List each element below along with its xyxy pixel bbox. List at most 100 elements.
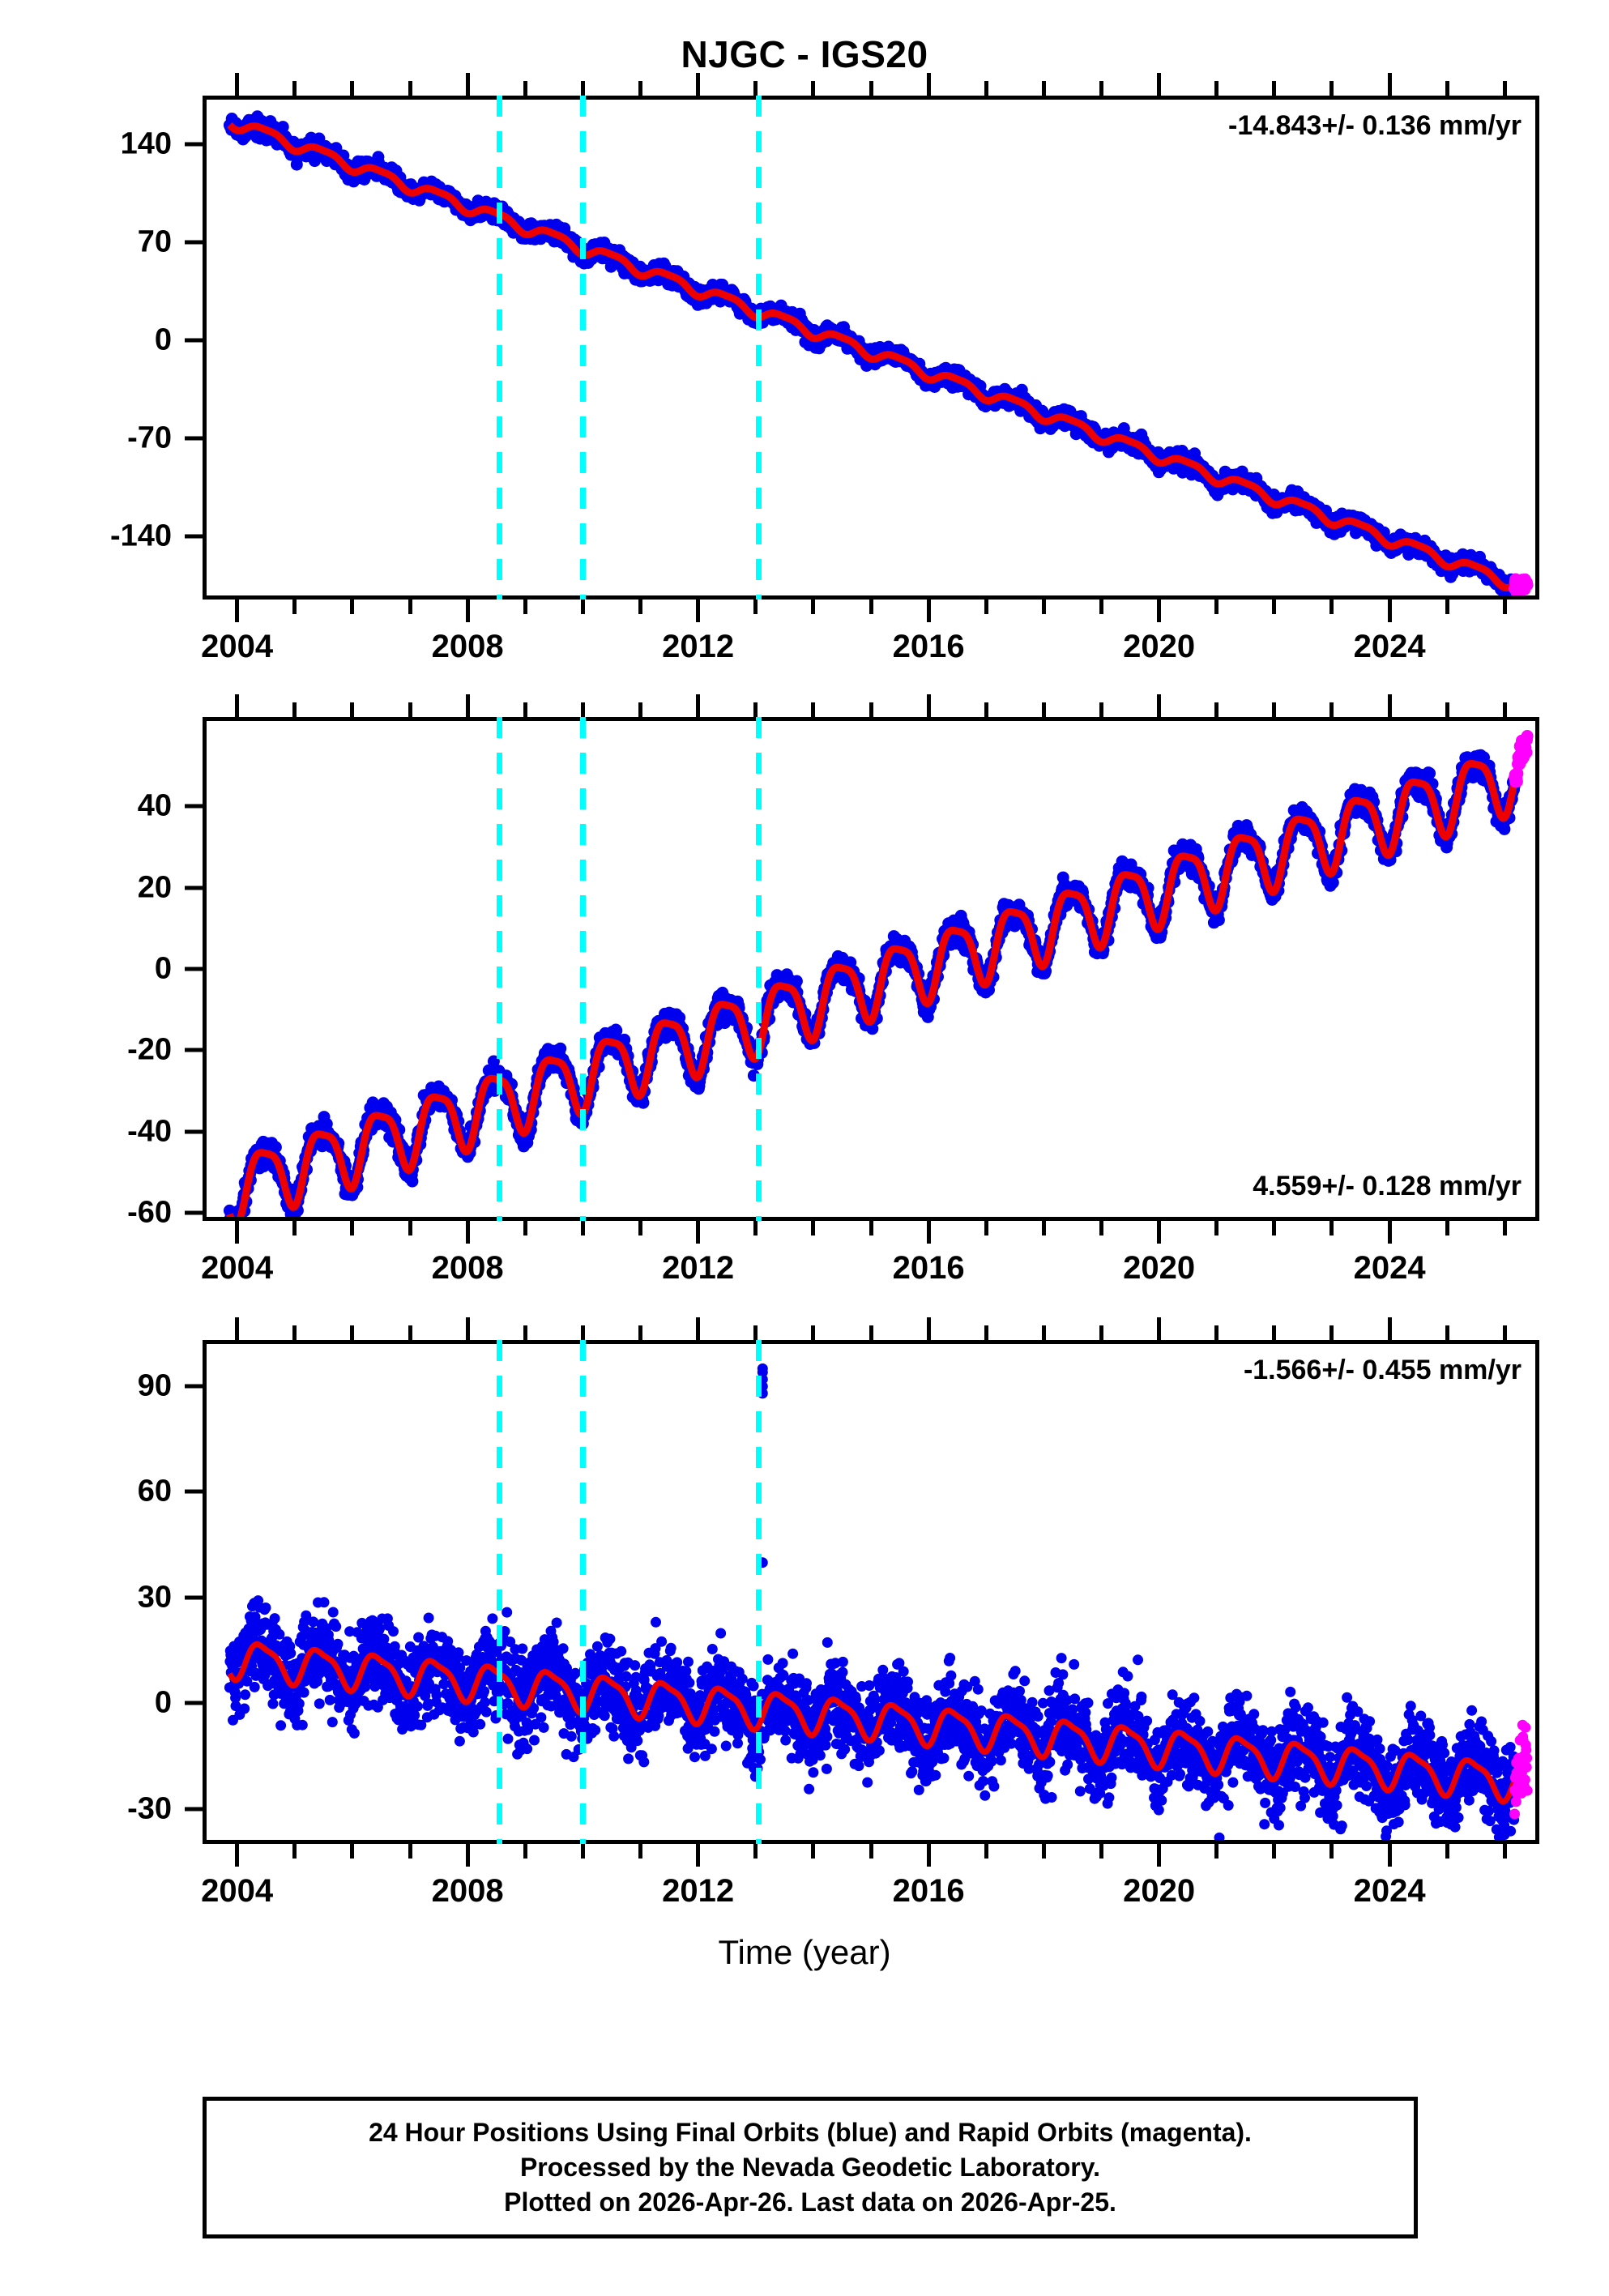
x-tick-mark-bottom: [753, 600, 758, 614]
x-tick-label: 2008: [432, 1250, 504, 1287]
x-tick-label: 2012: [662, 629, 734, 665]
x-tick-mark-top: [1214, 81, 1218, 96]
event-line-east-1: [580, 96, 586, 600]
x-tick-mark-bottom: [1157, 1844, 1161, 1867]
x-tick-mark-bottom: [984, 1844, 988, 1859]
x-tick-mark-bottom: [1042, 600, 1046, 614]
x-tick-label: 2016: [893, 629, 965, 665]
y-tick-mark: [185, 1210, 203, 1214]
x-tick-mark-bottom: [696, 1844, 700, 1867]
y-tick-mark: [185, 886, 203, 890]
x-tick-mark-bottom: [1272, 1844, 1276, 1859]
x-tick-mark-bottom: [235, 1844, 239, 1867]
page-title: NJGC - IGS20: [0, 32, 1609, 76]
event-line-east-2: [756, 96, 762, 600]
x-tick-mark-bottom: [869, 1221, 873, 1235]
x-tick-mark-bottom: [984, 1221, 988, 1235]
y-tick-label: 0: [0, 1686, 172, 1721]
x-tick-mark-bottom: [1388, 600, 1392, 622]
x-tick-label: 2004: [201, 1250, 273, 1287]
x-tick-mark-top: [581, 81, 585, 96]
x-tick-mark-top: [1445, 702, 1449, 717]
y-tick-mark: [185, 143, 203, 147]
x-tick-mark-top: [753, 81, 758, 96]
x-tick-label: 2012: [662, 1250, 734, 1287]
y-tick-mark: [185, 1701, 203, 1705]
x-tick-mark-bottom: [581, 1221, 585, 1235]
x-tick-mark-bottom: [1503, 1844, 1507, 1859]
x-tick-mark-top: [350, 1325, 354, 1340]
x-tick-mark-bottom: [1329, 1221, 1334, 1235]
x-tick-mark-bottom: [869, 1844, 873, 1859]
x-tick-mark-top: [1214, 1325, 1218, 1340]
x-axis-label: Time (year): [0, 1933, 1609, 1972]
x-tick-mark-bottom: [350, 1221, 354, 1235]
event-line-east-0: [497, 96, 502, 600]
x-tick-mark-bottom: [292, 1844, 297, 1859]
y-tick-label: -70: [0, 421, 172, 456]
x-tick-mark-top: [1445, 1325, 1449, 1340]
x-tick-mark-top: [235, 694, 239, 717]
x-tick-mark-bottom: [753, 1844, 758, 1859]
x-tick-mark-bottom: [927, 1221, 931, 1244]
x-tick-mark-top: [1157, 1317, 1161, 1340]
x-tick-mark-bottom: [1445, 600, 1449, 614]
x-tick-label: 2008: [432, 1873, 504, 1910]
x-tick-mark-top: [1099, 81, 1103, 96]
x-tick-mark-top: [1445, 81, 1449, 96]
x-tick-mark-top: [350, 81, 354, 96]
x-tick-mark-top: [408, 1325, 412, 1340]
x-tick-mark-top: [1388, 694, 1392, 717]
x-tick-mark-top: [466, 1317, 470, 1340]
final-orbit-points: [224, 1364, 1520, 1844]
rate-annotation-east: -14.843+/- 0.136 mm/yr: [1228, 110, 1522, 142]
x-tick-mark-top: [696, 73, 700, 96]
x-tick-mark-top: [1272, 81, 1276, 96]
x-tick-mark-bottom: [350, 600, 354, 614]
event-line-up-2: [756, 1340, 762, 1844]
x-tick-mark-top: [1157, 694, 1161, 717]
x-tick-label: 2008: [432, 629, 504, 665]
x-tick-mark-top: [696, 1317, 700, 1340]
x-tick-mark-top: [1272, 702, 1276, 717]
x-tick-mark-bottom: [811, 600, 815, 614]
x-tick-mark-top: [927, 694, 931, 717]
x-tick-mark-bottom: [811, 1844, 815, 1859]
caption-line-1: 24 Hour Positions Using Final Orbits (bl…: [369, 2115, 1252, 2150]
x-tick-mark-bottom: [1214, 600, 1218, 614]
x-tick-mark-top: [235, 1317, 239, 1340]
x-tick-mark-top: [811, 81, 815, 96]
x-tick-mark-bottom: [466, 1844, 470, 1867]
x-tick-mark-top: [523, 1325, 527, 1340]
x-tick-mark-bottom: [1329, 600, 1334, 614]
x-tick-mark-top: [1503, 81, 1507, 96]
x-tick-mark-top: [811, 702, 815, 717]
plot-frame-up: [203, 1340, 1539, 1844]
x-tick-mark-top: [753, 1325, 758, 1340]
x-tick-label: 2020: [1123, 629, 1195, 665]
y-tick-label: -60: [0, 1195, 172, 1230]
event-line-north-0: [497, 717, 502, 1221]
x-tick-mark-bottom: [1329, 1844, 1334, 1859]
y-tick-mark: [185, 1129, 203, 1133]
y-tick-label: -40: [0, 1114, 172, 1149]
x-tick-mark-bottom: [753, 1221, 758, 1235]
caption-box: 24 Hour Positions Using Final Orbits (bl…: [203, 2097, 1418, 2238]
rate-annotation-north: 4.559+/- 0.128 mm/yr: [1253, 1171, 1522, 1202]
event-line-up-1: [580, 1340, 586, 1844]
x-tick-mark-bottom: [1157, 600, 1161, 622]
y-tick-label: -20: [0, 1033, 172, 1068]
x-tick-mark-bottom: [408, 1844, 412, 1859]
plot-frame-north: [203, 717, 1539, 1221]
x-tick-label: 2004: [201, 629, 273, 665]
x-tick-mark-bottom: [523, 1844, 527, 1859]
event-line-up-0: [497, 1340, 502, 1844]
x-tick-mark-top: [235, 73, 239, 96]
x-tick-mark-top: [292, 81, 297, 96]
x-tick-mark-top: [1042, 1325, 1046, 1340]
caption-line-3: Plotted on 2026-Apr-26. Last data on 202…: [504, 2185, 1116, 2220]
x-tick-mark-bottom: [984, 600, 988, 614]
x-tick-mark-top: [869, 81, 873, 96]
x-tick-mark-top: [523, 702, 527, 717]
x-tick-mark-bottom: [1099, 1221, 1103, 1235]
